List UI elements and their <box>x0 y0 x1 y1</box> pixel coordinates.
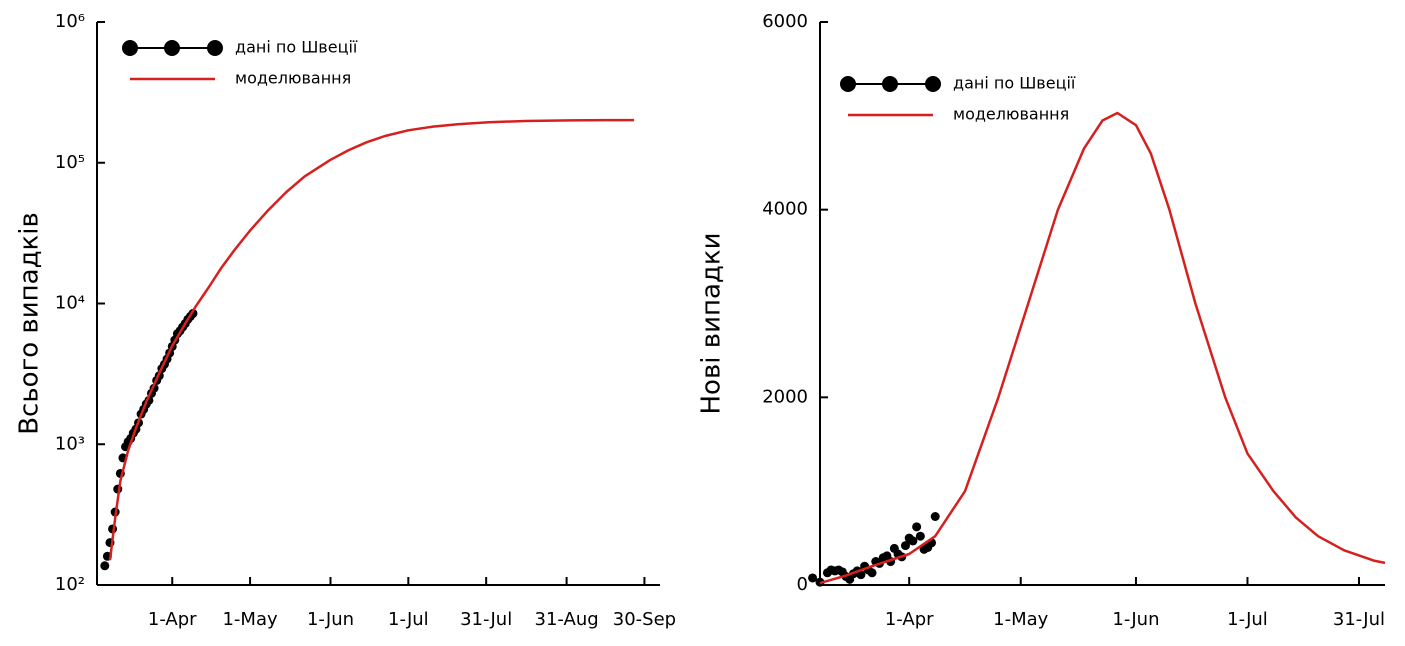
legend-marker <box>840 76 856 92</box>
data-point <box>900 541 910 551</box>
x-tick-label: 1-Apr <box>885 609 934 630</box>
model-line <box>819 111 1386 585</box>
data-point <box>808 573 818 583</box>
y-tick-label: 10³ <box>55 433 85 454</box>
legend-marker <box>164 40 180 56</box>
x-tick-label: 1-Jun <box>1112 609 1159 630</box>
x-tick-label: 1-May <box>993 609 1049 630</box>
y-tick-label: 2000 <box>762 386 808 407</box>
legend-label: дані по Швеції <box>235 38 358 57</box>
x-tick-label: 1-Jul <box>388 609 429 630</box>
x-tick-label: 31-Jul <box>1333 609 1385 630</box>
model-line <box>108 118 635 561</box>
data-point <box>867 568 877 578</box>
data-point <box>908 536 918 546</box>
legend-label: дані по Швеції <box>953 74 1076 93</box>
legend-marker <box>207 40 223 56</box>
data-point <box>856 570 866 580</box>
x-tick-label: 1-Jun <box>307 609 354 630</box>
data-point <box>100 561 110 571</box>
y-tick-label: 10⁵ <box>55 152 85 173</box>
x-tick-label: 30-Sep <box>613 609 676 630</box>
x-tick-label: 1-Jul <box>1227 609 1268 630</box>
y-tick-label: 0 <box>797 574 808 595</box>
y-tick-label: 10⁴ <box>55 293 85 314</box>
legend-label: моделювання <box>235 69 351 88</box>
y-axis-title: Нові випадки <box>697 233 727 415</box>
data-point <box>912 522 922 532</box>
y-tick-label: 10⁶ <box>55 11 85 32</box>
y-tick-label: 4000 <box>762 199 808 220</box>
x-tick-label: 31-Aug <box>535 609 599 630</box>
x-tick-label: 1-May <box>222 609 278 630</box>
y-tick-label: 10² <box>55 574 85 595</box>
legend-marker <box>122 40 138 56</box>
y-tick-label: 6000 <box>762 11 808 32</box>
data-point <box>930 512 940 522</box>
legend-marker <box>882 76 898 92</box>
legend-label: моделювання <box>953 105 1069 124</box>
x-tick-label: 1-Apr <box>148 609 197 630</box>
legend-marker <box>925 76 941 92</box>
data-point <box>915 531 925 541</box>
x-tick-label: 31-Jul <box>460 609 512 630</box>
y-axis-title: Всього випадків <box>15 212 45 435</box>
